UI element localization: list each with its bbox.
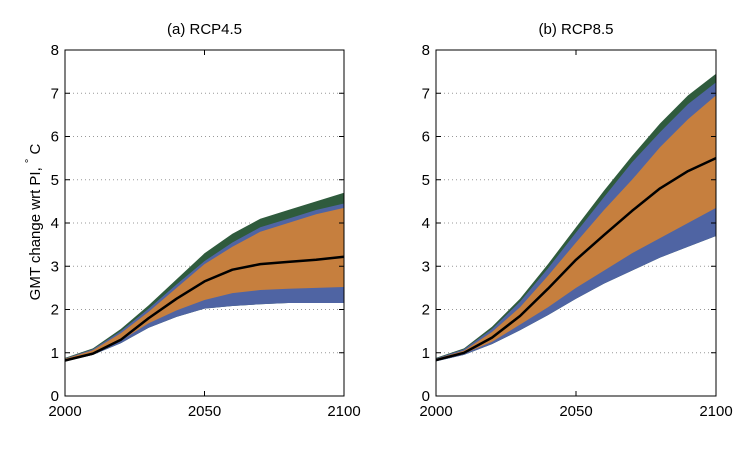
y-axis-label: GMT change wrt PI, ° C (20, 143, 44, 300)
median-line (435, 156, 717, 362)
band-green (436, 73, 716, 362)
y-tick-label: 8 (422, 42, 430, 59)
panel-rcp45: 0 1 2 3 4 5 6 7 8 2000 2050 2100 (a) RCP4.5 (48, 21, 360, 420)
y-axis-label-text: GMT change wrt PI, (27, 167, 44, 300)
band-blue (436, 82, 716, 362)
median-line (64, 255, 345, 362)
y-axis-label-unit-c: C (27, 143, 44, 154)
y-tick-label: 4 (422, 215, 430, 232)
band-orange (436, 95, 716, 361)
panel-title: (b) RCP8.5 (538, 21, 613, 38)
y-tick-label: 7 (51, 85, 59, 102)
x-tick-label: 2000 (419, 403, 452, 420)
y-tick-label: 1 (51, 345, 59, 362)
band-orange (65, 207, 344, 361)
panel-rcp85: 0 1 2 3 4 5 6 7 8 2000 2050 2100 (b) RCP8.5 (419, 21, 732, 420)
y-tick-label: 0 (51, 388, 59, 405)
y-tick-label: 5 (422, 172, 430, 189)
panel-title: (a) RCP4.5 (167, 21, 242, 38)
y-tick-label: 6 (422, 129, 430, 146)
x-tick-label: 2100 (699, 403, 732, 420)
y-tick-label: 3 (51, 258, 59, 275)
y-tick-label: 6 (51, 129, 59, 146)
x-tick-label: 2100 (327, 403, 360, 420)
y-tick-label: 0 (422, 388, 430, 405)
y-tick-label: 3 (422, 258, 430, 275)
y-tick-label: 5 (51, 172, 59, 189)
x-tick-label: 2050 (188, 403, 221, 420)
y-tick-label: 4 (51, 215, 59, 232)
y-tick-label: 1 (422, 345, 430, 362)
x-tick-label: 2000 (48, 403, 81, 420)
x-tick-label: 2050 (559, 403, 592, 420)
y-tick-label: 2 (51, 302, 59, 319)
y-tick-label: 8 (51, 42, 59, 59)
y-axis-label-unit-degree: ° (24, 159, 36, 163)
y-tick-label: 2 (422, 302, 430, 319)
y-tick-label: 7 (422, 85, 430, 102)
